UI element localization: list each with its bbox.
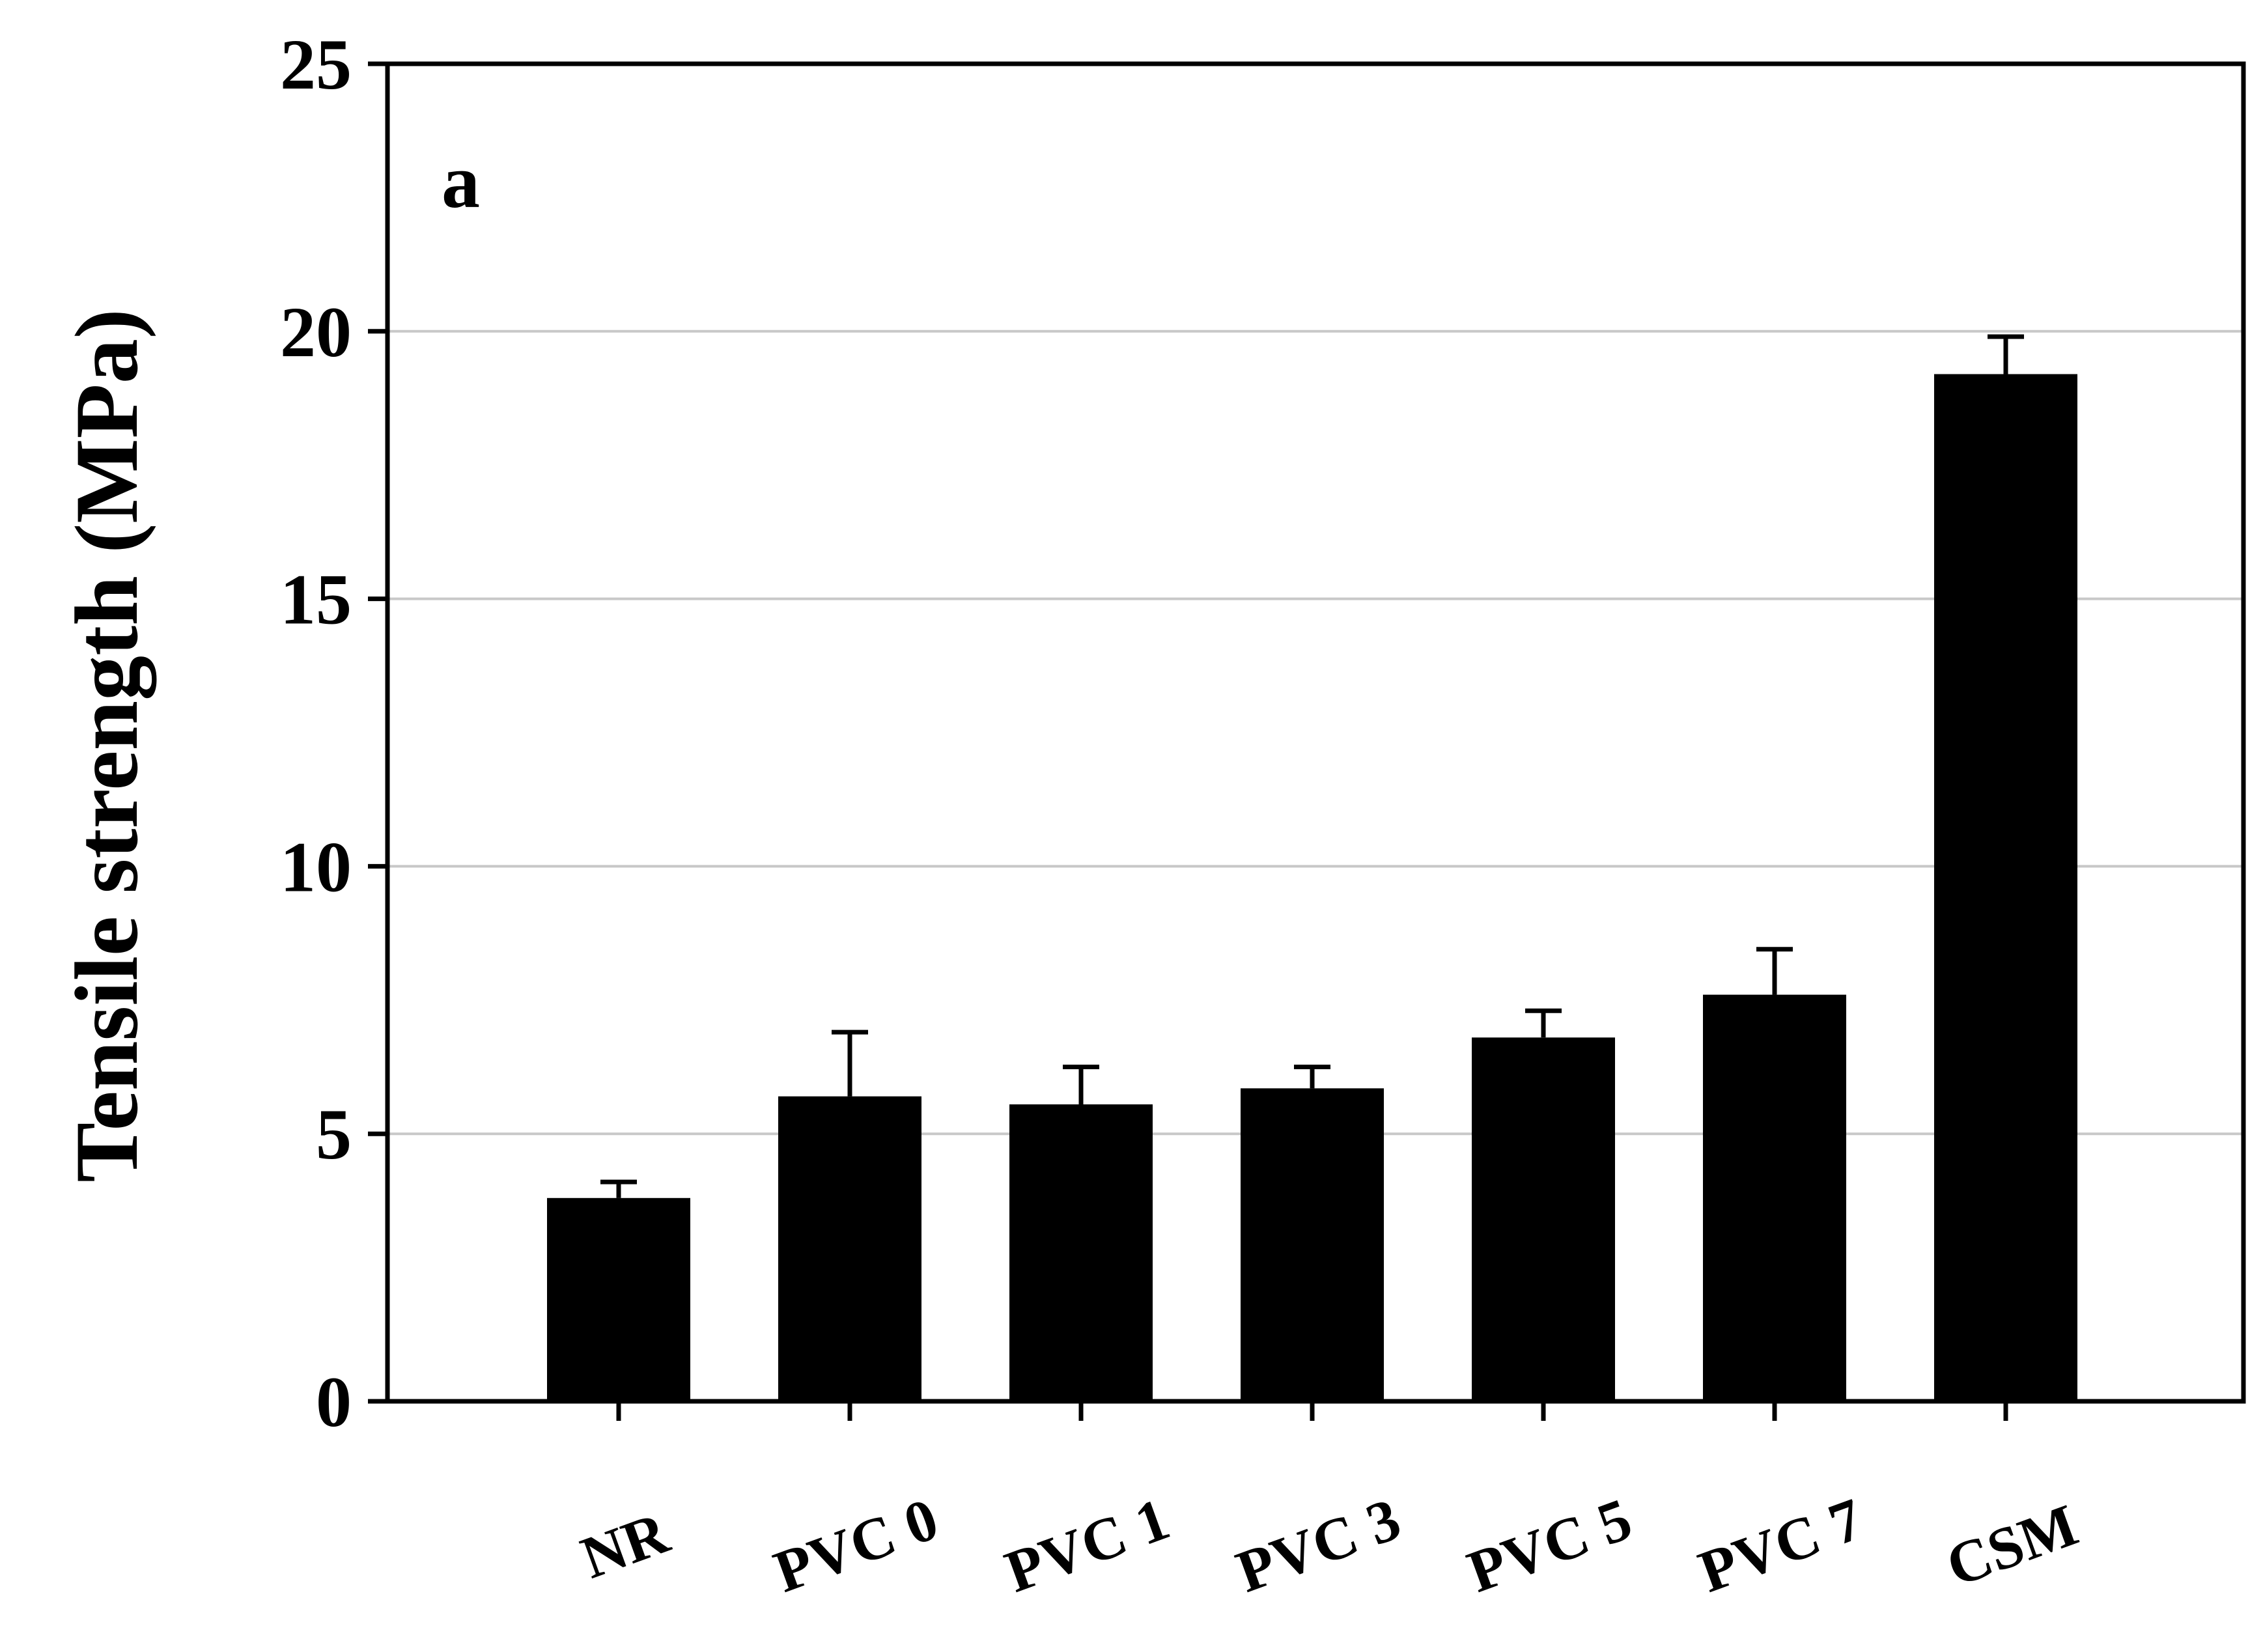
- y-tick-label: 5: [316, 1095, 352, 1174]
- bar: [547, 1197, 690, 1401]
- y-tick-labels: 0 5 10 15 20 25: [280, 25, 352, 1442]
- error-bars: [600, 334, 2024, 1198]
- x-tick-label: CSM: [1938, 1491, 2086, 1599]
- y-axis-ticks: [368, 61, 387, 1404]
- y-tick-label: 10: [280, 827, 352, 906]
- x-tick-label: PVC 0: [766, 1485, 946, 1605]
- y-tick-label: 25: [280, 25, 352, 104]
- bar: [1934, 374, 2077, 1401]
- x-tick-label: PVC 5: [1459, 1485, 1640, 1605]
- y-tick-label: 15: [280, 560, 352, 639]
- x-tick-labels: NR PVC 0 PVC 1 PVC 3 PVC 5 PVC 7 CSM: [573, 1485, 2086, 1605]
- x-tick-label: PVC 7: [1691, 1485, 1871, 1605]
- x-tick-label: PVC 3: [1228, 1485, 1409, 1605]
- x-axis-ticks: [616, 1401, 2008, 1421]
- plot-frame: [385, 61, 2246, 1404]
- bar: [1703, 994, 1846, 1401]
- y-tick-label: 0: [316, 1362, 352, 1442]
- y-tick-label: 20: [280, 292, 352, 372]
- bar: [1472, 1037, 1615, 1401]
- x-tick-label: NR: [573, 1499, 678, 1591]
- x-tick-label: PVC 1: [997, 1485, 1177, 1605]
- bar: [1241, 1088, 1384, 1401]
- y-axis-title: Tensile strength (MPa): [57, 309, 156, 1183]
- bar: [778, 1096, 921, 1401]
- bars: [547, 374, 2077, 1401]
- bar: [1009, 1104, 1153, 1401]
- panel-label: a: [442, 139, 480, 224]
